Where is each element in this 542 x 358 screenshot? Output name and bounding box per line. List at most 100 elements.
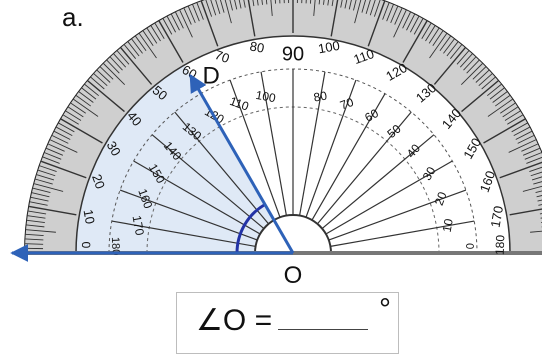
- tick-mark: [382, 2, 390, 20]
- tick-mark: [131, 38, 143, 54]
- tick-mark: [449, 44, 463, 59]
- answer-blank[interactable]: [278, 305, 369, 330]
- tick-mark: [56, 126, 73, 137]
- tick-mark: [135, 35, 147, 52]
- tick-mark: [60, 118, 103, 144]
- tick-mark: [538, 204, 542, 206]
- inner-scale-number: 20: [432, 190, 450, 208]
- tick-mark: [394, 7, 403, 25]
- tick-mark: [460, 63, 483, 86]
- spoke-line: [229, 79, 281, 218]
- tick-mark: [413, 18, 424, 35]
- tick-mark: [279, 0, 281, 4]
- tick-mark: [224, 0, 232, 24]
- ray-od: [189, 73, 295, 254]
- inner-scale-number: 30: [420, 164, 439, 183]
- tick-mark: [475, 69, 490, 83]
- tick-mark: [526, 156, 542, 164]
- tick-mark: [36, 174, 55, 181]
- tick-mark: [283, 0, 285, 4]
- tick-mark: [500, 102, 516, 114]
- tick-mark: [90, 76, 105, 90]
- spoke-line: [311, 93, 386, 221]
- tick-mark: [529, 166, 542, 173]
- tick-mark: [158, 20, 184, 63]
- right-180-outer: 180: [493, 234, 508, 255]
- tick-mark: [340, 0, 343, 8]
- inner-scale-number: 160: [135, 187, 155, 211]
- tick-mark: [103, 63, 126, 86]
- tick-mark: [530, 171, 542, 177]
- outer-scale-number: 160: [477, 169, 499, 195]
- tick-mark: [463, 56, 477, 71]
- tick-mark: [192, 4, 200, 22]
- tick-mark: [536, 195, 542, 198]
- spoke-line: [111, 220, 256, 247]
- tick-mark: [323, 0, 325, 5]
- tick-mark: [402, 11, 411, 29]
- spoke-line: [151, 134, 265, 230]
- tick-mark: [35, 178, 53, 185]
- tick-mark: [494, 95, 511, 107]
- answer-box[interactable]: ∠O = °: [176, 292, 399, 354]
- tick-mark: [330, 0, 339, 37]
- tick-mark: [120, 47, 153, 85]
- right-zero-inner: 0: [465, 243, 477, 250]
- tick-mark: [31, 192, 50, 198]
- tick-mark: [507, 114, 523, 125]
- tick-mark: [393, 9, 407, 38]
- center-90-label: 90: [282, 43, 304, 65]
- tick-mark: [459, 53, 473, 68]
- tick-mark: [205, 0, 213, 17]
- tick-mark: [99, 66, 114, 80]
- outer-scale-number: 110: [351, 46, 376, 67]
- tick-mark: [406, 14, 416, 31]
- outer-scale-number: 70: [213, 47, 232, 66]
- tick-mark: [466, 59, 480, 74]
- tick-mark: [179, 9, 193, 38]
- tick-mark: [504, 110, 521, 121]
- outer-scale-number: 100: [317, 38, 341, 57]
- tick-mark: [348, 0, 352, 10]
- angle-arc: [235, 203, 266, 254]
- left-zero-outer: 0: [79, 241, 93, 249]
- tick-mark: [373, 0, 381, 17]
- part-label: a.: [62, 2, 84, 32]
- tick-mark: [44, 152, 62, 160]
- spoke-line: [325, 160, 453, 235]
- tick-mark: [166, 16, 177, 33]
- tick-mark: [37, 169, 56, 177]
- shaded-angle-region: [76, 65, 293, 254]
- tick-mark: [150, 25, 161, 42]
- tick-mark: [70, 102, 86, 114]
- outer-scale-number: 10: [81, 208, 98, 225]
- spoke-line: [260, 71, 287, 216]
- tick-mark: [210, 0, 217, 16]
- tick-mark: [344, 0, 348, 9]
- answer-prompt: ∠O =: [196, 304, 273, 337]
- tick-mark: [402, 20, 428, 63]
- tick-mark: [361, 0, 367, 13]
- spoke-line: [119, 189, 258, 241]
- tick-mark: [170, 14, 180, 31]
- tick-mark: [142, 30, 154, 46]
- tick-mark: [508, 139, 537, 153]
- tick-mark: [309, 0, 312, 4]
- tick-mark: [127, 41, 140, 57]
- tick-mark: [270, 0, 273, 16]
- tick-mark: [138, 33, 157, 59]
- tick-mark: [261, 0, 263, 5]
- tick-mark: [305, 0, 307, 4]
- tick-mark: [63, 114, 79, 125]
- tick-mark: [443, 38, 455, 54]
- tick-mark: [78, 91, 94, 103]
- tick-mark: [93, 73, 108, 87]
- tick-mark: [25, 243, 44, 245]
- tick-mark: [537, 199, 542, 202]
- tick-mark: [113, 53, 127, 68]
- tick-mark: [84, 83, 99, 97]
- tick-mark: [26, 219, 45, 223]
- tick-mark: [96, 69, 111, 83]
- spoke-line: [330, 220, 475, 247]
- tick-mark: [517, 135, 535, 144]
